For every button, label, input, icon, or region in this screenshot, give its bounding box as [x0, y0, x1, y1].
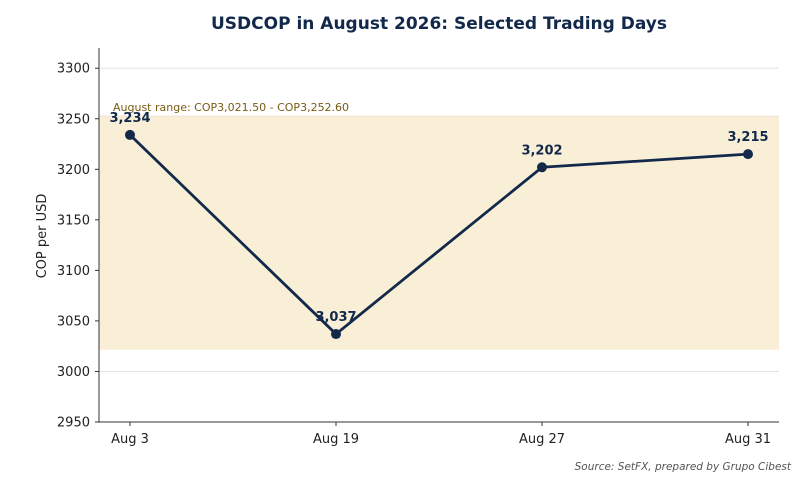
x-tick-label: Aug 3 [111, 432, 149, 447]
range-band-group: August range: COP3,021.50 - COP3,252.60 [99, 101, 779, 350]
data-label: 3,202 [521, 143, 562, 158]
data-label: 3,215 [727, 130, 768, 145]
axes: 2950 3000 3050 3100 3150 3200 3250 3300 Aug 3 Aug… [57, 48, 779, 447]
source-note: Source: SetFX, prepared by Grupo Cibest [575, 461, 792, 473]
data-label: 3,234 [109, 111, 150, 126]
x-tick-label: Aug 19 [313, 432, 359, 447]
data-label: 3,037 [315, 310, 356, 325]
y-tick-label: 3200 [57, 163, 90, 178]
data-point [331, 329, 341, 340]
series-group [125, 129, 753, 340]
y-tick-label: 3100 [57, 264, 90, 279]
y-tick-label: 2950 [57, 416, 90, 431]
y-axis-label: COP per USD [35, 194, 50, 279]
august-range-band [99, 116, 779, 350]
y-tick-label: 3300 [57, 62, 90, 77]
band-label: August range: COP3,021.50 - COP3,252.60 [113, 101, 349, 114]
y-tick-label: 3050 [57, 314, 90, 329]
y-tick-label: 3250 [57, 112, 90, 127]
data-point [537, 162, 547, 173]
x-tick-label: Aug 31 [725, 432, 771, 447]
x-tick-label: Aug 27 [519, 432, 565, 447]
y-tick-label: 3000 [57, 365, 90, 380]
y-tick-label: 3150 [57, 213, 90, 228]
chart-title: USDCOP in August 2026: Selected Trading … [211, 14, 667, 34]
data-point [125, 129, 135, 140]
series-line [128, 133, 750, 336]
data-labels: 3,234 3,037 3,202 3,215 [109, 111, 768, 325]
data-point [743, 149, 753, 160]
